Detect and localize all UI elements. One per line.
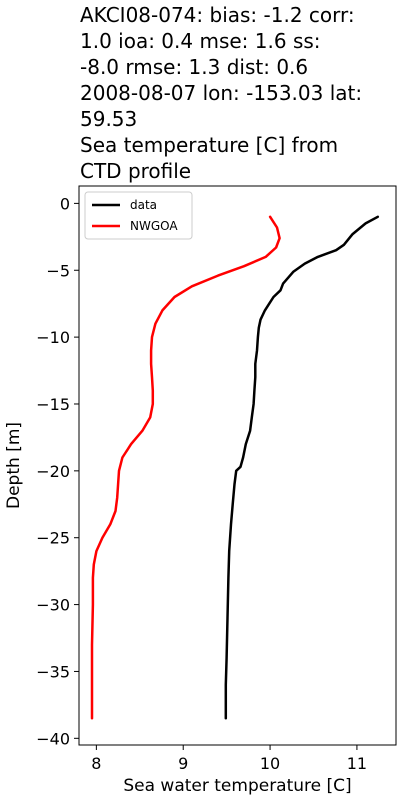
chart-title-line: -8.0 rmse: 1.3 dist: 0.6 [80, 55, 309, 79]
y-tick-label: 0 [60, 194, 70, 213]
series-line-data [224, 215, 380, 720]
chart-title-line: 1.0 ioa: 0.4 mse: 1.6 ss: [80, 29, 321, 53]
series-line-nwgoa [90, 215, 281, 720]
chart-title-line: 2008-08-07 lon: -153.03 lat: [80, 81, 363, 105]
legend: data NWGOA [84, 191, 193, 240]
plot-lines [90, 215, 380, 720]
y-tick-label: −20 [36, 462, 70, 481]
y-axis-label: Depth [m] [4, 422, 24, 509]
y-tick-label: −35 [36, 662, 70, 681]
y-tick-label: −40 [36, 729, 70, 748]
y-tick-label: −25 [36, 529, 70, 548]
x-tick-label: 11 [347, 754, 367, 773]
y-tick-label: −10 [36, 328, 70, 347]
x-axis-label: Sea water temperature [C] [123, 776, 351, 796]
y-tick-label: −5 [46, 261, 70, 280]
legend-label-nwgoa: NWGOA [130, 219, 178, 233]
x-tick-label: 9 [178, 754, 188, 773]
legend-label-data: data [130, 198, 157, 212]
chart-title: AKCI08-074: bias: -1.2 corr: 1.0 ioa: 0.4… [80, 2, 398, 184]
plot-frame [78, 185, 397, 746]
x-tick-label: 10 [260, 754, 280, 773]
y-tick-label: −15 [36, 395, 70, 414]
chart-title-line: 59.53 [80, 107, 138, 131]
chart-title-line: AKCI08-074: bias: -1.2 corr: [80, 3, 355, 27]
chart-title-line: Sea temperature [C] from [80, 133, 339, 157]
x-tick-label: 8 [91, 754, 101, 773]
y-tick-label: −30 [36, 596, 70, 615]
chart-title-line: CTD profile [80, 159, 192, 183]
axes: 8 9 10 11 0 −5 −10 −15 −20 −25 −30 −35 −40 [36, 194, 367, 773]
